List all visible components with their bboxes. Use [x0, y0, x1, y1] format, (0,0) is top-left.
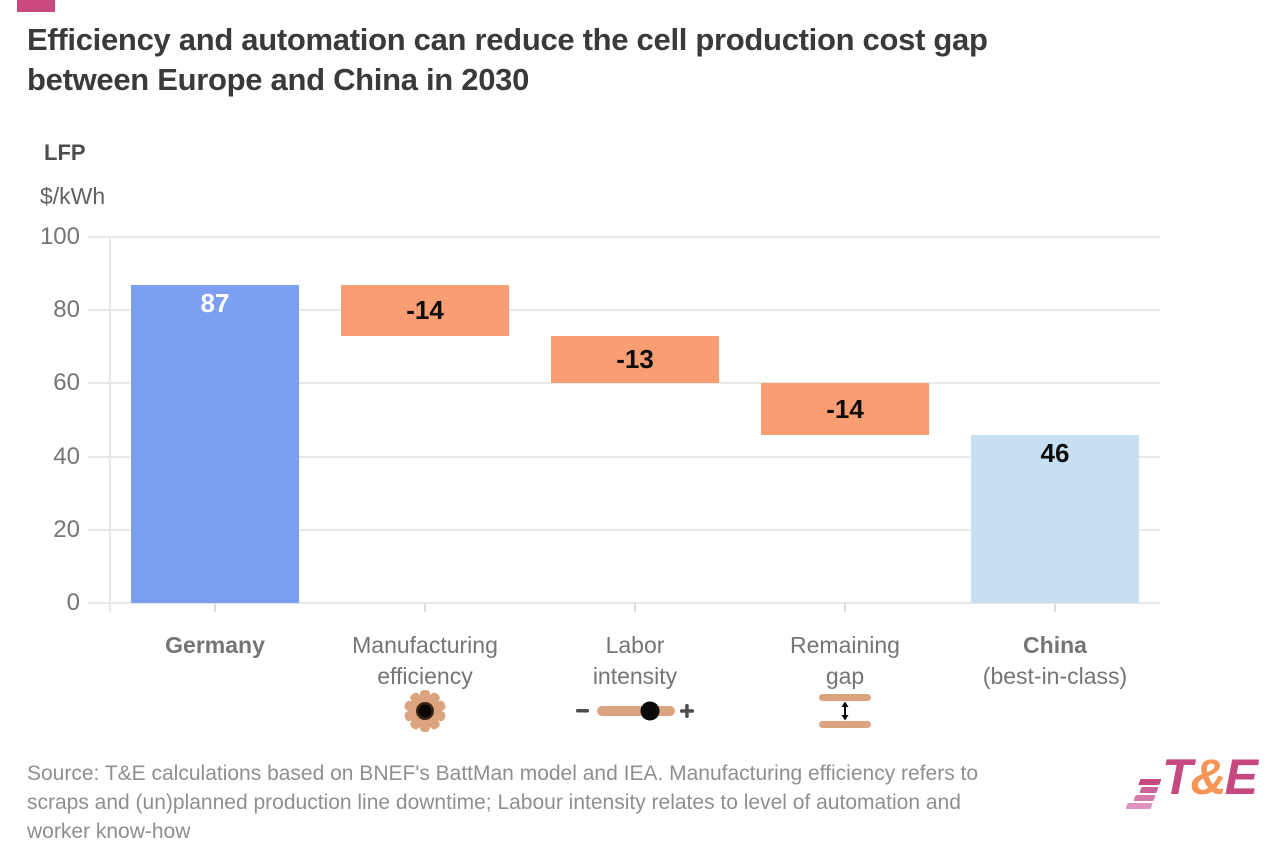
- vertical-gap-icon: [785, 686, 905, 736]
- page-title-line-2: between Europe and China in 2030: [27, 62, 530, 97]
- bar-value-label: -14: [826, 393, 864, 424]
- x-axis-label-line: Manufacturing: [352, 632, 498, 658]
- x-axis-tick: [424, 603, 426, 612]
- source-note-line-3: worker know-how: [27, 820, 191, 843]
- x-axis-label-germany: Germany: [110, 630, 320, 661]
- gear-icon: [365, 686, 485, 736]
- y-axis-unit-label: $/kWh: [40, 183, 106, 209]
- x-axis-label-manufacturing-efficiency: Manufacturing efficiency: [320, 630, 530, 692]
- x-axis-label-line: efficiency: [377, 663, 473, 689]
- x-axis-tick: [214, 603, 216, 612]
- slider-icon: [575, 686, 695, 736]
- x-axis-label-line: intensity: [592, 663, 678, 689]
- te-logo-letter-t: T: [1162, 749, 1193, 805]
- bar-china-best-in-class: 46: [971, 434, 1139, 603]
- x-axis-label-line: Germany: [165, 632, 265, 658]
- x-axis-label-remaining-gap: Remaining gap: [740, 630, 950, 692]
- page-title-line-1: Efficiency and automation can reduce the…: [27, 22, 988, 57]
- te-logo-mark-bar: [1125, 803, 1153, 809]
- te-logo-ampersand: &: [1190, 749, 1227, 805]
- x-axis-label-labor-intensity: Labor intensity: [530, 630, 740, 692]
- x-axis-label-line: gap: [825, 663, 865, 689]
- te-logo-mark-icon: [1119, 779, 1162, 809]
- te-logo-text: T&E: [1162, 747, 1258, 807]
- bar-value-label: -14: [406, 294, 444, 325]
- accent-rect: [17, 0, 55, 12]
- te-logo-letter-e: E: [1224, 749, 1258, 805]
- x-axis-label-china-best-in-class: China (best-in-class): [950, 630, 1160, 692]
- gridline: [88, 236, 1160, 238]
- x-axis-label-line: Remaining: [790, 632, 900, 658]
- y-axis-tick-label: 100: [39, 223, 80, 250]
- te-logo: T&E: [1119, 749, 1270, 822]
- bar-value-label: -13: [616, 344, 654, 375]
- gridline: [88, 455, 1160, 458]
- bar-value-label: 46: [1040, 437, 1070, 468]
- x-axis-tick: [844, 603, 846, 612]
- source-note-line-2: scraps and (un)planned production line d…: [27, 791, 961, 814]
- te-logo-mark-bar: [1133, 795, 1156, 801]
- gridline: [88, 382, 1160, 385]
- x-axis-label-line: China: [1023, 632, 1087, 658]
- x-axis-label-line: Labor: [605, 632, 665, 658]
- bar-remaining-gap: -14: [761, 383, 929, 435]
- bar-value-label: 87: [200, 287, 230, 318]
- x-axis-tick: [1054, 603, 1056, 612]
- page-title: Efficiency and automation can reduce the…: [27, 20, 988, 100]
- bar-manufacturing-efficiency: -14: [341, 284, 509, 336]
- bar-labor-intensity: -13: [551, 335, 719, 384]
- chemistry-label: LFP: [44, 140, 86, 165]
- source-note: Source: T&E calculations based on BNEF's…: [27, 759, 978, 846]
- gridline: [88, 528, 1160, 531]
- te-logo-mark-bar: [1138, 779, 1162, 785]
- y-axis-tick-label: 60: [53, 369, 80, 397]
- te-logo-mark-bar: [1139, 787, 1159, 793]
- y-axis-tick-label: 80: [53, 296, 80, 324]
- y-axis-tick-label: 20: [53, 515, 80, 543]
- bar-germany: 87: [131, 284, 299, 603]
- gridline: [88, 602, 1160, 604]
- source-note-line-1: Source: T&E calculations based on BNEF's…: [27, 762, 979, 785]
- gridline: [88, 309, 1160, 312]
- x-axis-label-line: (best-in-class): [982, 663, 1128, 689]
- x-axis-tick: [634, 603, 636, 612]
- y-axis-tick-label: 0: [66, 589, 80, 616]
- y-axis-line: [109, 237, 111, 612]
- y-axis-tick-label: 40: [53, 442, 80, 470]
